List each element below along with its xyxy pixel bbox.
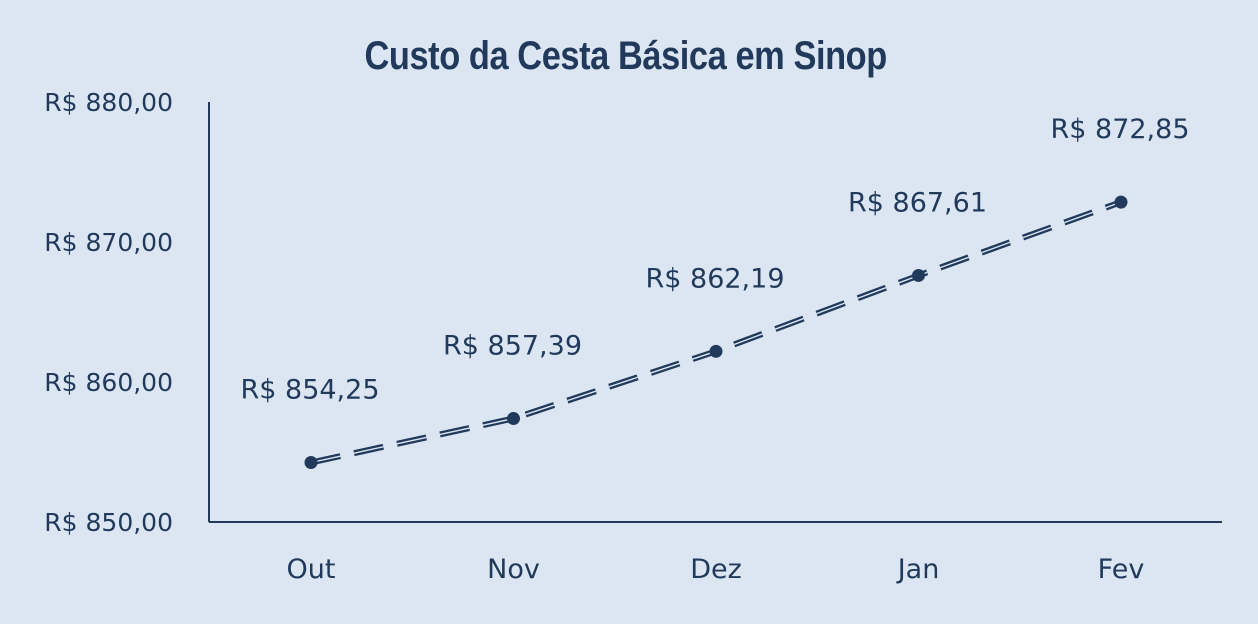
data-label: R$ 854,25 [241,375,380,406]
data-point [507,412,520,426]
x-tick-label: Dez [690,554,742,585]
data-label: R$ 857,39 [443,331,582,362]
y-tick-label: R$ 870,00 [44,228,173,257]
data-label: R$ 867,61 [848,187,987,218]
chart-title: Custo da Cesta Básica em Sinop [364,34,887,78]
series-line [310,199,1123,466]
x-tick-label: Jan [896,554,940,585]
x-tick-label: Out [287,554,336,585]
y-tick-label: R$ 880,00 [44,88,173,117]
data-label: R$ 872,85 [1051,114,1190,145]
y-tick-label: R$ 860,00 [44,368,173,397]
x-tick-label: Fev [1098,554,1145,585]
x-tick-label: Nov [487,554,540,585]
data-point [912,268,925,282]
data-point [304,456,318,469]
data-point [709,344,723,358]
series-line-highlight [310,201,1122,464]
data-point [1114,195,1128,209]
y-tick-label: R$ 850,00 [44,508,173,537]
data-label: R$ 862,19 [646,263,785,294]
